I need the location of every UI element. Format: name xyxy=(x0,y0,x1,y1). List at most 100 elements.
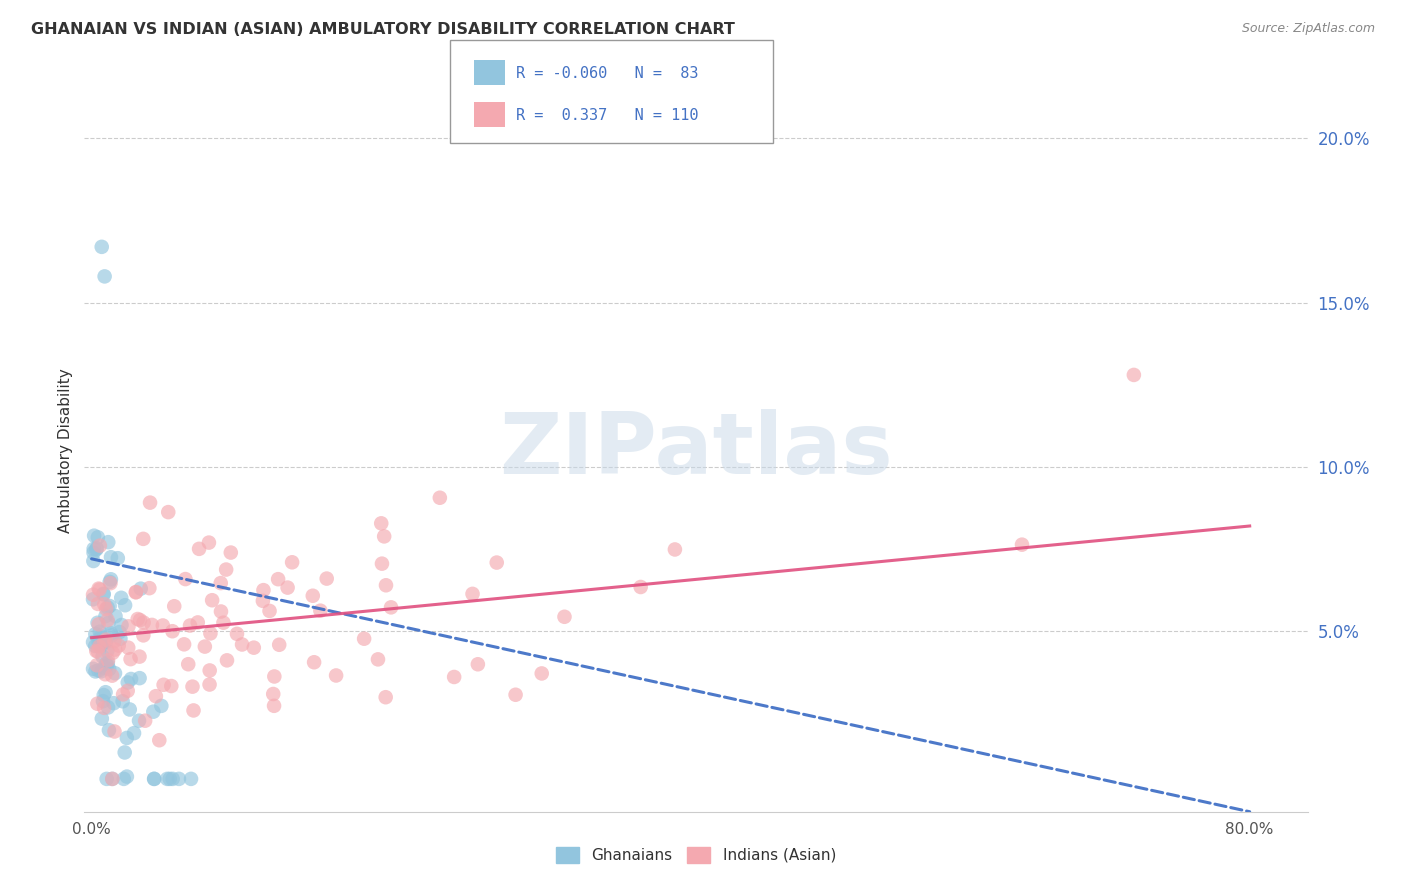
Point xyxy=(101,772,124,786)
Text: R = -0.060   N =  83: R = -0.060 N = 83 xyxy=(516,66,699,81)
Point xyxy=(198,677,221,691)
Point xyxy=(152,618,174,632)
Point xyxy=(103,696,125,710)
Point xyxy=(90,629,112,643)
Y-axis label: Ambulatory Disability: Ambulatory Disability xyxy=(58,368,73,533)
Point xyxy=(94,657,117,671)
Point xyxy=(374,690,396,705)
Point xyxy=(353,632,375,646)
Point xyxy=(370,516,392,531)
Point xyxy=(87,664,110,678)
Point xyxy=(94,667,117,681)
Point xyxy=(97,656,120,670)
Point xyxy=(117,619,139,633)
Point xyxy=(120,652,142,666)
Point xyxy=(101,646,124,660)
Point xyxy=(380,600,402,615)
Point xyxy=(120,672,142,686)
Point xyxy=(97,613,120,627)
Point xyxy=(141,618,163,632)
Point xyxy=(145,689,167,703)
Point xyxy=(152,678,174,692)
Point xyxy=(252,583,274,598)
Point xyxy=(132,532,155,546)
Point xyxy=(139,495,162,509)
Point xyxy=(87,617,110,632)
Point xyxy=(112,687,135,701)
Point xyxy=(89,637,111,651)
Point xyxy=(97,653,120,667)
Point xyxy=(86,658,108,673)
Point xyxy=(83,529,105,543)
Point xyxy=(198,535,221,549)
Point xyxy=(371,557,394,571)
Point xyxy=(163,599,186,614)
Point xyxy=(129,582,152,596)
Point xyxy=(107,639,129,653)
Point xyxy=(262,687,284,701)
Point xyxy=(209,605,232,619)
Point xyxy=(129,613,152,627)
Point xyxy=(104,666,127,681)
Point xyxy=(148,733,170,747)
Point xyxy=(89,582,111,597)
Point xyxy=(187,615,209,630)
Point xyxy=(553,609,575,624)
Point xyxy=(91,694,114,708)
Point xyxy=(117,683,139,698)
Point xyxy=(84,665,107,679)
Point xyxy=(180,772,202,786)
Point xyxy=(132,615,155,630)
Point xyxy=(259,604,281,618)
Point xyxy=(530,666,553,681)
Point xyxy=(100,576,122,591)
Point xyxy=(443,670,465,684)
Point xyxy=(128,649,150,664)
Point xyxy=(90,631,112,645)
Point xyxy=(485,556,508,570)
Point xyxy=(93,587,115,601)
Point xyxy=(1011,538,1033,552)
Point xyxy=(93,634,115,648)
Point xyxy=(212,615,235,630)
Point xyxy=(263,669,285,683)
Point xyxy=(150,698,173,713)
Point xyxy=(143,772,166,786)
Point xyxy=(156,772,179,786)
Point xyxy=(215,653,238,667)
Point xyxy=(90,639,112,653)
Point xyxy=(110,632,132,646)
Point xyxy=(101,668,124,682)
Point xyxy=(84,644,107,658)
Point xyxy=(315,572,337,586)
Point xyxy=(188,541,211,556)
Point xyxy=(231,638,253,652)
Point xyxy=(104,642,127,657)
Point xyxy=(100,628,122,642)
Point xyxy=(101,772,124,786)
Point xyxy=(132,628,155,642)
Point xyxy=(142,705,165,719)
Point xyxy=(96,658,118,673)
Point xyxy=(664,542,686,557)
Point xyxy=(83,541,105,556)
Point xyxy=(127,612,149,626)
Point xyxy=(84,639,107,653)
Point xyxy=(86,615,108,630)
Point xyxy=(100,572,122,586)
Point xyxy=(122,726,145,740)
Point xyxy=(83,546,105,560)
Point xyxy=(87,644,110,658)
Point xyxy=(93,661,115,675)
Point xyxy=(93,597,115,611)
Point xyxy=(194,640,217,654)
Point xyxy=(174,572,197,586)
Point xyxy=(94,609,117,624)
Point xyxy=(82,592,104,607)
Point xyxy=(267,572,290,586)
Point xyxy=(111,694,134,708)
Point xyxy=(90,712,112,726)
Point xyxy=(104,609,127,624)
Point xyxy=(118,702,141,716)
Point xyxy=(89,539,111,553)
